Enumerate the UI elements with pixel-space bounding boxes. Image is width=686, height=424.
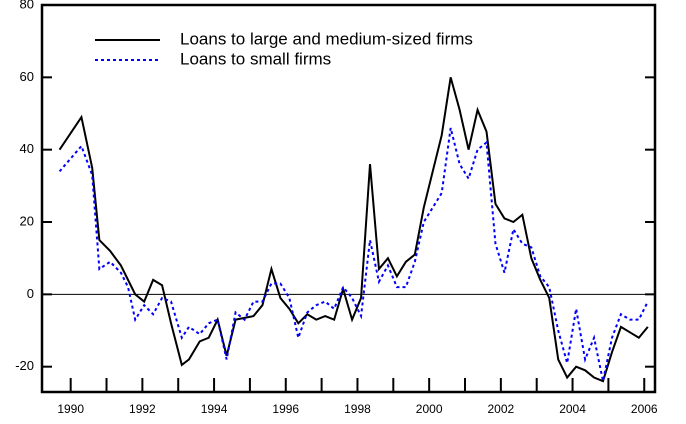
- x-tick-label: 1998: [344, 402, 371, 416]
- y-tick-label: -20: [15, 358, 34, 373]
- x-tick-label: 2000: [416, 402, 443, 416]
- x-tick-label: 1990: [57, 402, 84, 416]
- x-tick-label: 1996: [272, 402, 299, 416]
- x-tick-label: 1992: [129, 402, 156, 416]
- y-tick-label: 0: [27, 286, 34, 301]
- y-tick-label: 80: [20, 0, 34, 11]
- x-tick-label: 2002: [488, 402, 515, 416]
- series-line: [58, 77, 649, 383]
- legend-label: Loans to large and medium-sized firms: [180, 29, 473, 48]
- x-tick-label: 2006: [631, 402, 658, 416]
- y-tick-label: 40: [20, 141, 34, 156]
- y-tick-label: 60: [20, 69, 34, 84]
- x-tick-label: 1994: [201, 402, 228, 416]
- legend-label: Loans to small firms: [180, 49, 331, 68]
- plot-frame: [40, 3, 657, 394]
- y-tick-label: 20: [20, 213, 34, 228]
- series-line: [58, 127, 649, 382]
- x-tick-label: 2004: [559, 402, 586, 416]
